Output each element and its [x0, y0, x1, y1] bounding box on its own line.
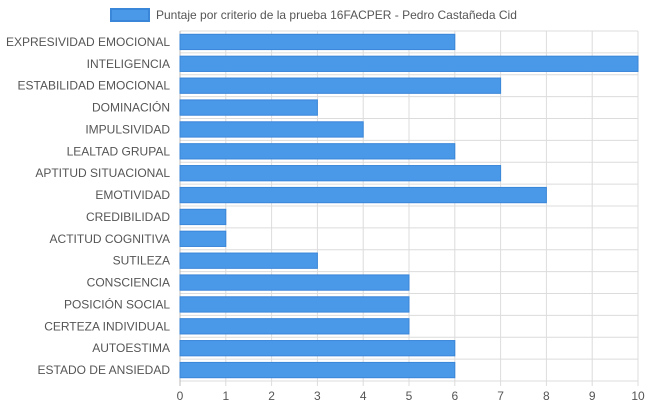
- category-label: ESTADO DE ANSIEDAD: [38, 363, 171, 377]
- category-label: ESTABILIDAD EMOCIONAL: [18, 79, 171, 93]
- legend-label[interactable]: Puntaje por criterio de la prueba 16FACP…: [156, 8, 517, 22]
- x-axis-ticks: 0 1 2 3 4 5 6 7 8 9 10: [177, 389, 645, 403]
- bar[interactable]: [179, 296, 410, 313]
- x-tick-label: 6: [451, 389, 458, 403]
- category-label: IMPULSIVIDAD: [85, 122, 170, 136]
- bar[interactable]: [179, 186, 547, 204]
- x-tick-label: 3: [314, 389, 321, 403]
- bar[interactable]: [179, 121, 364, 138]
- x-tick-label: 8: [543, 389, 550, 403]
- category-label: EXPRESIVIDAD EMOCIONAL: [6, 35, 170, 49]
- x-tick-label: 5: [406, 389, 413, 403]
- bar[interactable]: [179, 33, 456, 51]
- bar[interactable]: [179, 55, 639, 72]
- x-tick-label: 1: [222, 389, 229, 403]
- x-tick-label: 10: [631, 389, 645, 403]
- x-tick-label: 7: [497, 389, 504, 403]
- bar[interactable]: [179, 230, 227, 247]
- x-tick-label: 0: [177, 389, 184, 403]
- bar[interactable]: [179, 143, 456, 160]
- legend[interactable]: Puntaje por criterio de la prueba 16FACP…: [110, 8, 517, 22]
- bar[interactable]: [179, 340, 456, 357]
- category-label: CREDIBILIDAD: [86, 210, 170, 224]
- x-tick-label: 2: [268, 389, 275, 403]
- bar[interactable]: [179, 274, 410, 291]
- category-label: CONSCIENCIA: [87, 276, 170, 290]
- category-label: APTITUD SITUACIONAL: [35, 166, 170, 180]
- bar[interactable]: [179, 318, 410, 335]
- category-label: CERTEZA INDIVIDUAL: [44, 319, 170, 333]
- bar[interactable]: [179, 252, 318, 269]
- category-label: LEALTAD GRUPAL: [67, 144, 171, 158]
- category-label: EMOTIVIDAD: [95, 188, 170, 202]
- category-label: SUTILEZA: [113, 254, 170, 268]
- category-label: AUTOESTIMA: [92, 341, 170, 355]
- bar[interactable]: [179, 99, 318, 116]
- x-tick-label: 9: [589, 389, 596, 403]
- bar[interactable]: [179, 165, 502, 182]
- category-label: ACTITUD COGNITIVA: [50, 232, 170, 246]
- category-label: POSICIÓN SOCIAL: [64, 296, 170, 311]
- bar[interactable]: [179, 208, 227, 226]
- category-label: DOMINACIÓN: [92, 100, 170, 115]
- legend-swatch[interactable]: [110, 8, 150, 22]
- category-label: INTELIGENCIA: [87, 57, 170, 71]
- x-tick-label: 4: [360, 389, 367, 403]
- bars: [179, 33, 639, 379]
- bar[interactable]: [179, 77, 502, 94]
- bar[interactable]: [179, 361, 456, 379]
- category-labels: EXPRESIVIDAD EMOCIONAL INTELIGENCIA ESTABI…: [6, 35, 170, 377]
